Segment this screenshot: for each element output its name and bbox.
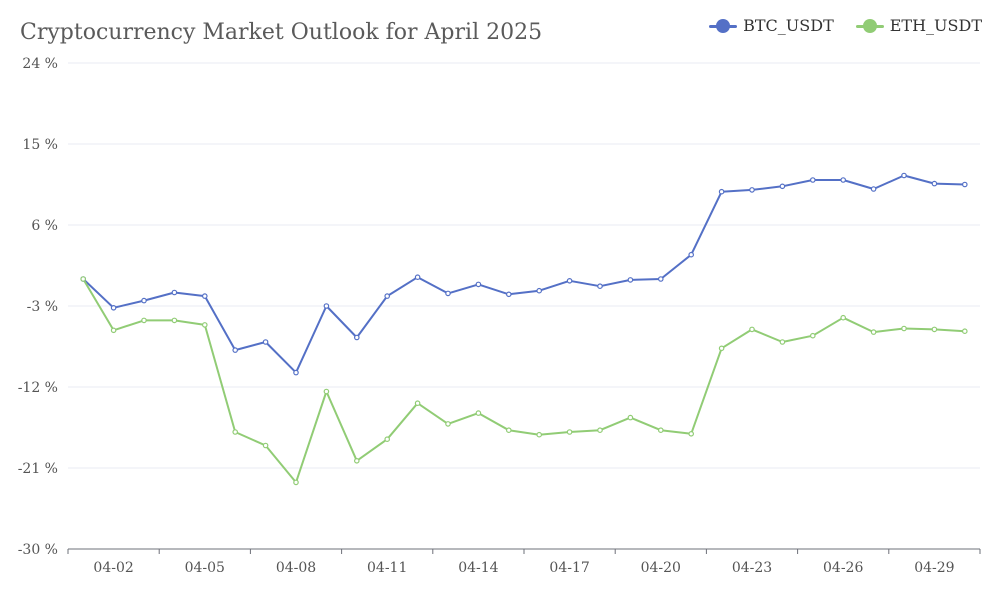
y-tick-label: -12 % xyxy=(18,380,58,396)
legend-swatch-btc xyxy=(709,18,738,33)
series-line-eth-usdt xyxy=(82,278,965,484)
data-point-btc-usdt xyxy=(262,339,269,345)
data-point-btc-usdt xyxy=(688,251,695,258)
series-line-btc-usdt xyxy=(82,174,965,374)
data-point-btc-usdt xyxy=(566,277,573,284)
data-point-btc-usdt xyxy=(323,303,330,309)
data-point-btc-usdt xyxy=(445,290,451,297)
grid-layer xyxy=(68,62,980,469)
y-tick-label: -21 % xyxy=(18,461,58,477)
data-point-btc-usdt xyxy=(718,188,725,195)
data-point-eth-usdt xyxy=(779,339,786,345)
data-point-eth-usdt xyxy=(901,325,907,332)
data-point-btc-usdt xyxy=(961,181,968,188)
data-point-btc-usdt xyxy=(505,291,512,298)
data-point-btc-usdt xyxy=(171,289,178,296)
x-tick-label: 04-23 xyxy=(732,560,772,576)
data-point-btc-usdt xyxy=(110,304,117,311)
data-point-eth-usdt xyxy=(870,329,877,335)
data-point-eth-usdt xyxy=(110,327,117,334)
legend: BTC_USDT ETH_USDT xyxy=(709,16,982,35)
data-point-btc-usdt xyxy=(293,369,299,376)
data-point-eth-usdt xyxy=(171,317,178,324)
data-point-eth-usdt xyxy=(961,328,968,335)
data-point-btc-usdt xyxy=(536,287,543,294)
data-point-btc-usdt xyxy=(749,187,755,193)
x-tick-label: 04-17 xyxy=(549,560,589,576)
data-point-eth-usdt xyxy=(384,436,391,443)
data-point-btc-usdt xyxy=(597,283,603,290)
data-point-btc-usdt xyxy=(202,293,208,299)
data-point-eth-usdt xyxy=(141,317,147,324)
data-point-btc-usdt xyxy=(414,274,421,281)
data-point-btc-usdt xyxy=(840,177,847,183)
x-tick-label: 04-11 xyxy=(367,560,407,576)
x-tick-label: 04-05 xyxy=(185,560,225,576)
data-point-eth-usdt xyxy=(232,429,239,435)
data-point-btc-usdt xyxy=(353,334,360,341)
axis-layer: 24 % 15 % 6 % -3 % -12 % -21 % -30 % 04-02 04-05… xyxy=(18,56,981,576)
legend-item-eth[interactable]: ETH_USDT xyxy=(855,16,982,35)
y-tick-label: 15 % xyxy=(22,137,58,153)
data-point-eth-usdt xyxy=(627,414,634,421)
data-point-btc-usdt xyxy=(384,293,391,299)
data-point-eth-usdt xyxy=(323,388,330,395)
x-tick-label: 04-29 xyxy=(914,560,954,576)
data-point-eth-usdt xyxy=(931,326,938,333)
x-tick-label: 04-20 xyxy=(641,560,681,576)
chart-title: Cryptocurrency Market Outlook for April … xyxy=(20,20,543,45)
data-point-eth-usdt xyxy=(536,431,543,438)
data-point-eth-usdt xyxy=(688,430,695,437)
data-point-btc-usdt xyxy=(931,180,938,187)
data-point-eth-usdt xyxy=(262,442,269,449)
y-tick-label: 24 % xyxy=(22,56,58,72)
data-point-btc-usdt xyxy=(809,177,816,183)
data-point-eth-usdt xyxy=(80,276,87,282)
data-point-btc-usdt xyxy=(870,186,877,192)
legend-swatch-eth xyxy=(855,18,884,33)
y-tick-label: 6 % xyxy=(31,218,58,234)
data-point-btc-usdt xyxy=(657,276,664,282)
data-point-btc-usdt xyxy=(141,297,147,304)
data-point-eth-usdt xyxy=(505,427,512,434)
data-point-eth-usdt xyxy=(749,326,755,333)
data-point-eth-usdt xyxy=(718,345,725,352)
data-point-btc-usdt xyxy=(901,172,907,179)
data-point-btc-usdt xyxy=(475,281,482,288)
data-point-eth-usdt xyxy=(597,427,603,434)
data-point-eth-usdt xyxy=(445,421,451,427)
x-tick-label: 04-14 xyxy=(458,560,498,576)
y-tick-label: -3 % xyxy=(27,299,58,315)
y-tick-label: -30 % xyxy=(18,542,58,558)
x-tick-label: 04-02 xyxy=(93,560,133,576)
data-point-eth-usdt xyxy=(809,332,816,339)
data-point-eth-usdt xyxy=(202,322,208,328)
x-tick-label: 04-08 xyxy=(276,560,316,576)
data-point-eth-usdt xyxy=(840,314,847,321)
data-point-btc-usdt xyxy=(232,347,239,353)
data-point-btc-usdt xyxy=(779,183,786,190)
data-point-eth-usdt xyxy=(566,429,573,435)
data-point-eth-usdt xyxy=(414,400,421,407)
legend-label-eth: ETH_USDT xyxy=(889,16,982,35)
data-point-eth-usdt xyxy=(353,457,360,464)
data-point-eth-usdt xyxy=(293,479,299,486)
data-point-btc-usdt xyxy=(627,277,634,283)
series-layer xyxy=(80,172,968,486)
legend-item-btc[interactable]: BTC_USDT xyxy=(709,16,834,35)
legend-label-btc: BTC_USDT xyxy=(743,16,834,35)
data-point-eth-usdt xyxy=(475,410,482,416)
x-tick-label: 04-26 xyxy=(823,560,863,576)
data-point-eth-usdt xyxy=(657,427,664,434)
